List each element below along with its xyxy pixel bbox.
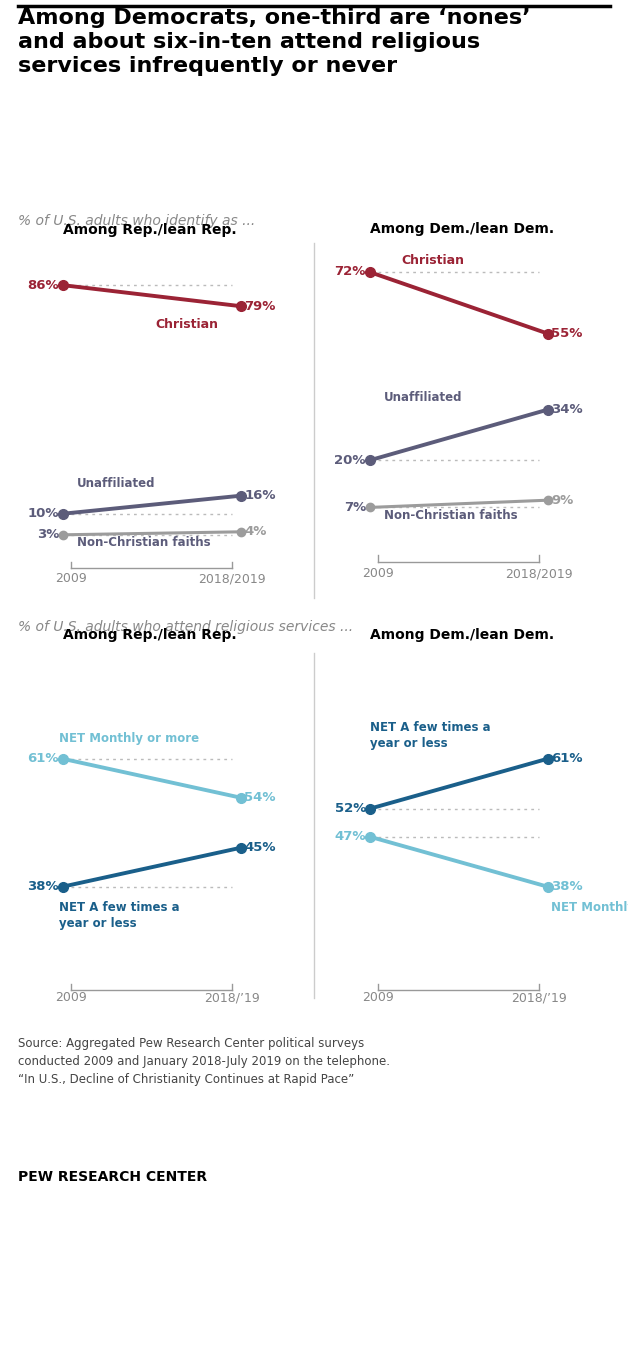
Text: 2018/2019: 2018/2019 [198,572,266,586]
Text: 16%: 16% [244,490,276,502]
Text: 38%: 38% [551,880,583,893]
Text: 54%: 54% [244,791,276,804]
Text: 86%: 86% [28,279,59,291]
Text: 2018/’19: 2018/’19 [511,992,566,1004]
Text: % of U.S. adults who identify as ...: % of U.S. adults who identify as ... [18,213,255,227]
Text: 7%: 7% [344,501,366,514]
Text: NET Monthly or more: NET Monthly or more [551,900,628,914]
Text: Among Democrats, one-third are ‘nones’
and about six-in-ten attend religious
ser: Among Democrats, one-third are ‘nones’ a… [18,8,531,77]
Text: 38%: 38% [28,880,59,893]
Text: % of U.S. adults who attend religious services ...: % of U.S. adults who attend religious se… [18,621,353,635]
Text: 2009: 2009 [55,572,87,586]
Text: Unaffiliated: Unaffiliated [384,391,462,404]
Text: 4%: 4% [244,525,267,539]
Text: 45%: 45% [244,841,276,854]
Text: Christian: Christian [155,319,218,331]
Text: 20%: 20% [335,454,366,466]
Text: Non-Christian faiths: Non-Christian faiths [77,536,210,550]
Text: 2018/2019: 2018/2019 [505,568,573,580]
Text: 2009: 2009 [362,568,394,580]
Text: Source: Aggregated Pew Research Center political surveys
conducted 2009 and Janu: Source: Aggregated Pew Research Center p… [18,1037,390,1086]
Text: PEW RESEARCH CENTER: PEW RESEARCH CENTER [18,1170,207,1183]
Text: NET A few times a
year or less: NET A few times a year or less [59,900,180,930]
Text: 3%: 3% [36,528,59,542]
Text: 47%: 47% [335,830,366,843]
Text: Christian: Christian [401,253,465,267]
Text: 55%: 55% [551,327,583,341]
Text: NET A few times a
year or less: NET A few times a year or less [369,721,490,751]
Text: 79%: 79% [244,300,276,313]
Text: Unaffiliated: Unaffiliated [77,476,155,490]
Text: 61%: 61% [551,752,583,765]
Text: 2018/’19: 2018/’19 [204,992,259,1004]
Text: Among Rep./lean Rep.: Among Rep./lean Rep. [63,628,236,642]
Text: 9%: 9% [551,494,573,506]
Text: 52%: 52% [335,802,366,815]
Text: 72%: 72% [335,265,366,279]
Text: Among Dem./lean Dem.: Among Dem./lean Dem. [369,628,554,642]
Text: 2009: 2009 [55,992,87,1004]
Text: Non-Christian faiths: Non-Christian faiths [384,509,517,523]
Text: NET Monthly or more: NET Monthly or more [59,732,199,744]
Text: 2009: 2009 [362,992,394,1004]
Text: 34%: 34% [551,404,583,416]
Text: 61%: 61% [28,752,59,765]
Text: Among Rep./lean Rep.: Among Rep./lean Rep. [63,223,236,237]
Text: Among Dem./lean Dem.: Among Dem./lean Dem. [369,222,554,235]
Text: 10%: 10% [28,508,59,520]
